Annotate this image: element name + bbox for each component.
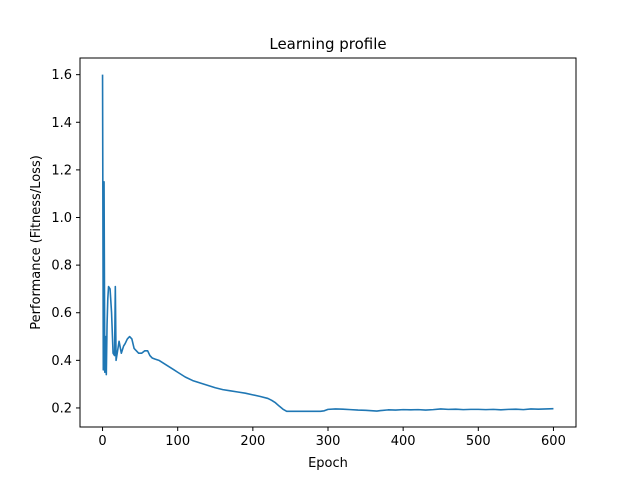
y-tick-label: 1.4 — [51, 116, 72, 131]
series-line-0 — [101, 74, 554, 413]
x-tick-label: 500 — [466, 434, 491, 449]
y-tick-label: 0.8 — [51, 259, 72, 274]
y-axis-label: Performance (Fitness/Loss) — [29, 155, 44, 330]
x-axis-ticks: 0 100 200 300 400 500 600 — [98, 427, 566, 449]
x-axis-label: Epoch — [308, 456, 348, 471]
y-tick-label: 0.4 — [51, 354, 72, 369]
x-tick-label: 600 — [541, 434, 566, 449]
x-tick-label: 0 — [98, 434, 106, 449]
y-axis-ticks: 0.2 0.4 0.6 0.8 1.0 1.2 1.4 1.6 — [51, 68, 80, 416]
x-tick-label: 300 — [316, 434, 341, 449]
x-tick-label: 200 — [240, 434, 265, 449]
x-tick-label: 100 — [165, 434, 190, 449]
y-tick-label: 0.6 — [51, 306, 72, 321]
y-tick-label: 0.2 — [51, 401, 72, 416]
y-tick-label: 1.2 — [51, 163, 72, 178]
plot-area — [101, 74, 554, 413]
chart-title: Learning profile — [269, 35, 386, 53]
y-tick-label: 1.6 — [51, 68, 72, 83]
x-tick-label: 400 — [391, 434, 416, 449]
y-tick-label: 1.0 — [51, 211, 72, 226]
